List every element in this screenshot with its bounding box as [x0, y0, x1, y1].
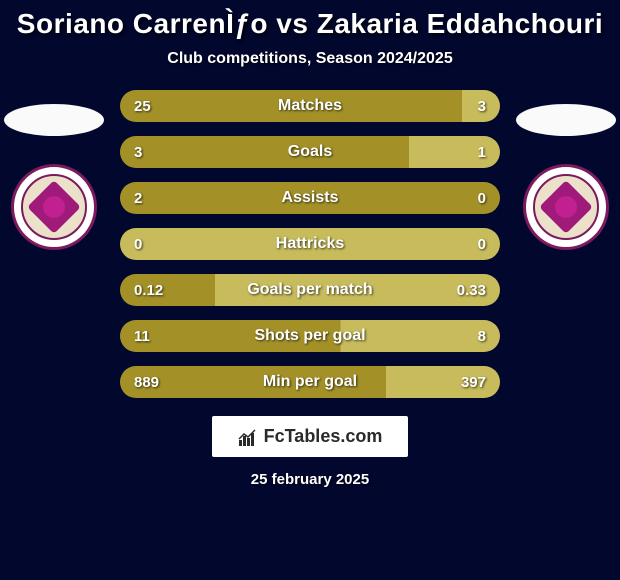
main-content: 25 Matches 3 3 Goals 1 2 Assists 0 0 Hattricks 0 0.1…: [0, 90, 620, 398]
player-avatar-left: [4, 104, 104, 136]
chart-icon: [238, 428, 258, 446]
stat-value-right: 0: [478, 190, 486, 207]
stat-bar: 25 Matches 3: [120, 90, 500, 122]
stat-value-left: 3: [134, 144, 142, 161]
stat-bar: 0.12 Goals per match 0.33: [120, 274, 500, 306]
stat-value-right: 0.33: [457, 282, 486, 299]
stat-value-left: 11: [134, 328, 150, 345]
club-badge-right: [523, 164, 609, 250]
right-avatar-column: [516, 90, 616, 250]
club-badge-left: [11, 164, 97, 250]
stat-value-right: 397: [461, 374, 486, 391]
footer: FcTables.com 25 february 2025: [212, 416, 409, 488]
club-badge-center: [539, 180, 593, 234]
stat-value-right: 1: [478, 144, 486, 161]
brand-text: FcTables.com: [264, 426, 383, 447]
page-container: Soriano CarrenÌƒo vs Zakaria Eddahchouri…: [0, 0, 620, 580]
stat-label: Matches: [278, 97, 342, 115]
player-avatar-right: [516, 104, 616, 136]
stat-value-left: 2: [134, 190, 142, 207]
stats-column: 25 Matches 3 3 Goals 1 2 Assists 0 0 Hattricks 0 0.1…: [120, 90, 500, 398]
stat-value-left: 889: [134, 374, 159, 391]
stat-label: Goals: [288, 143, 332, 161]
stat-value-left: 0.12: [134, 282, 163, 299]
stat-bar: 889 Min per goal 397: [120, 366, 500, 398]
club-badge-inner: [21, 174, 87, 240]
stat-value-left: 0: [134, 236, 142, 253]
date-text: 25 february 2025: [251, 471, 369, 488]
club-badge-center: [27, 180, 81, 234]
stat-value-left: 25: [134, 98, 151, 115]
left-avatar-column: [4, 90, 104, 250]
stat-bar: 11 Shots per goal 8: [120, 320, 500, 352]
stat-label: Hattricks: [276, 235, 344, 253]
club-badge-inner: [533, 174, 599, 240]
stat-bar: 0 Hattricks 0: [120, 228, 500, 260]
stat-value-right: 8: [478, 328, 486, 345]
stat-value-right: 3: [478, 98, 486, 115]
page-subtitle: Club competitions, Season 2024/2025: [167, 50, 452, 68]
brand-box: FcTables.com: [212, 416, 409, 457]
page-title: Soriano CarrenÌƒo vs Zakaria Eddahchouri: [17, 8, 603, 40]
stat-value-right: 0: [478, 236, 486, 253]
stat-label: Goals per match: [247, 281, 372, 299]
stat-bar: 2 Assists 0: [120, 182, 500, 214]
stat-label: Shots per goal: [254, 327, 365, 345]
stat-label: Min per goal: [263, 373, 357, 391]
stat-bar: 3 Goals 1: [120, 136, 500, 168]
stat-label: Assists: [282, 189, 339, 207]
